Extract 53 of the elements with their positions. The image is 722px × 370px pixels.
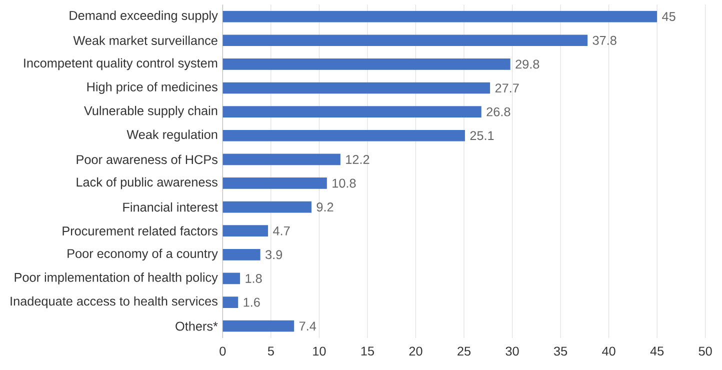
bar (222, 272, 240, 284)
x-tick-label: 35 (554, 346, 568, 356)
y-tick-label: Weak regulation (126, 130, 218, 142)
bar (222, 10, 658, 22)
data-label: 10.8 (332, 178, 356, 188)
x-tick-label: 45 (650, 346, 664, 356)
bar (222, 130, 465, 142)
data-label: 37.8 (592, 36, 616, 45)
y-tick-label: Others* (176, 321, 218, 331)
data-label: 4.7 (273, 226, 290, 236)
data-label: 3.9 (266, 250, 282, 260)
bar (222, 296, 238, 308)
y-tick-label: Financial interest (123, 202, 218, 212)
x-tick-label: 20 (409, 346, 422, 356)
y-tick-label: Incompetent quality control system (24, 58, 218, 70)
data-label: 1.8 (246, 274, 262, 283)
y-tick-label: Poor implementation of health policy (14, 272, 218, 284)
y-tick-label: Poor economy of a country (68, 248, 218, 261)
bar (222, 201, 312, 213)
bar (222, 34, 588, 46)
bar (222, 82, 490, 94)
bar (222, 154, 340, 166)
data-label: 12.2 (346, 154, 370, 164)
data-label: 45 (662, 12, 676, 21)
data-label: 9.2 (316, 202, 334, 212)
bar (222, 58, 510, 70)
data-label: 7.4 (299, 322, 316, 330)
y-tick-label: High price of medicines (87, 82, 218, 94)
bar (222, 106, 482, 118)
y-tick-label: Weak market surveillance (73, 36, 218, 46)
x-tick-label: 50 (698, 346, 712, 356)
x-tick-label: 40 (602, 346, 616, 356)
x-tick-label: 30 (506, 346, 519, 356)
data-label: 29.8 (516, 60, 540, 69)
data-label: 1.6 (244, 298, 260, 307)
y-tick-label: Procurement related factors (62, 226, 218, 236)
y-tick-label: Demand exceeding supply (70, 10, 218, 22)
x-tick-label: 10 (313, 346, 326, 356)
x-tick-label: 15 (361, 346, 374, 356)
y-tick-label: Inadequate access to health services (10, 296, 218, 308)
x-tick-label: 0 (220, 346, 226, 356)
data-label: 26.8 (486, 107, 510, 116)
bar (222, 225, 268, 237)
bar (222, 178, 327, 189)
y-tick-label: Poor awareness of HCPs (76, 154, 218, 164)
x-tick-label: 5 (268, 346, 274, 356)
y-tick-label: Lack of public awareness (76, 177, 218, 190)
x-tick-label: 25 (458, 346, 471, 356)
data-label: 25.1 (470, 131, 494, 140)
bar (222, 248, 260, 260)
bar (222, 320, 294, 332)
y-tick-label: Vulnerable supply chain (84, 106, 218, 118)
data-label: 27.7 (495, 84, 519, 92)
